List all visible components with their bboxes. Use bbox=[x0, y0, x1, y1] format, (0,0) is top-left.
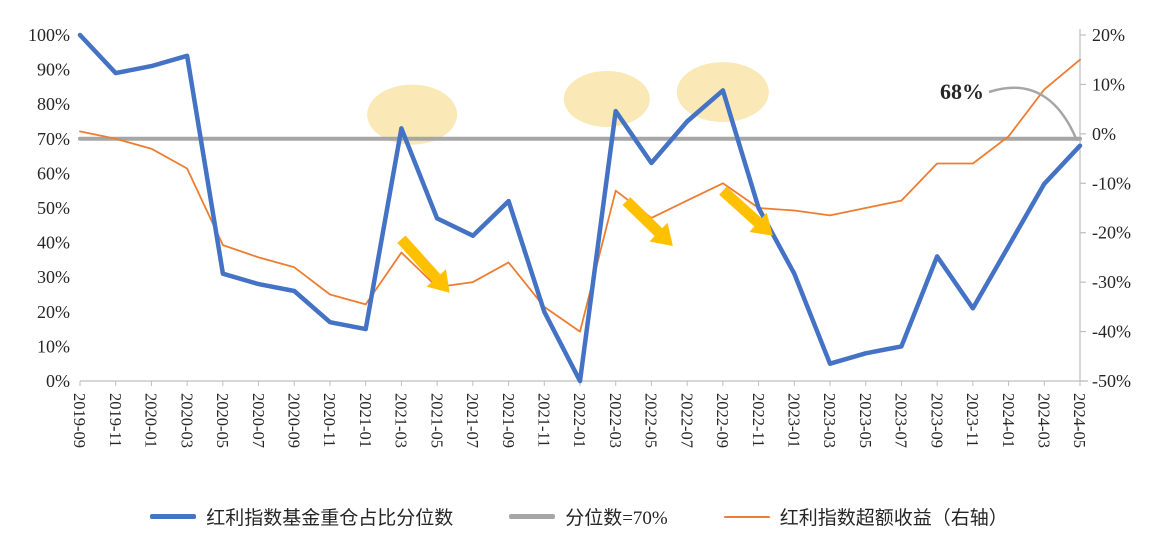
y-axis-left-label: 40% bbox=[37, 233, 70, 253]
x-axis-label: 2024-03 bbox=[1035, 393, 1054, 448]
x-axis-label: 2023-07 bbox=[892, 393, 911, 448]
y-axis-left-label: 60% bbox=[37, 163, 70, 183]
x-axis-label: 2021-07 bbox=[463, 393, 482, 448]
x-axis-label: 2023-11 bbox=[963, 393, 982, 447]
x-axis-label: 2022-03 bbox=[606, 393, 625, 448]
highlight-ellipse-0 bbox=[367, 84, 458, 145]
y-axis-left-label: 0% bbox=[46, 371, 70, 391]
x-axis-label: 2022-09 bbox=[713, 393, 732, 448]
y-axis-left-label: 100% bbox=[28, 25, 70, 45]
y-axis-right-label: -40% bbox=[1092, 322, 1131, 342]
annotation-value-label: 68% bbox=[940, 79, 984, 104]
annotation-leader-line bbox=[988, 86, 1079, 142]
legend-swatch-threshold-70 bbox=[509, 514, 556, 519]
chart-legend: 红利指数基金重仓占比分位数 分位数=70% 红利指数超额收益（右轴） bbox=[0, 503, 1158, 530]
x-axis-label: 2020-09 bbox=[285, 393, 304, 448]
down-arrow-0-shaft bbox=[397, 235, 441, 282]
down-arrow-2-head bbox=[749, 212, 773, 236]
y-axis-left-label: 10% bbox=[37, 336, 70, 356]
y-axis-left-label: 20% bbox=[37, 302, 70, 322]
highlight-ellipse-1 bbox=[563, 71, 650, 128]
x-axis-label: 2023-01 bbox=[785, 393, 804, 448]
y-axis-left-label: 30% bbox=[37, 267, 70, 287]
y-axis-right-label: -50% bbox=[1092, 371, 1131, 391]
down-arrow-1-head bbox=[649, 222, 673, 247]
legend-item-fund-percentile: 红利指数基金重仓占比分位数 bbox=[150, 503, 453, 530]
y-axis-left-label: 70% bbox=[37, 129, 70, 149]
x-axis-label: 2021-05 bbox=[427, 393, 446, 448]
y-axis-right-label: 10% bbox=[1092, 74, 1125, 94]
x-axis-label: 2023-09 bbox=[927, 393, 946, 448]
legend-swatch-excess-return bbox=[723, 515, 770, 518]
legend-swatch-fund-percentile bbox=[150, 514, 197, 519]
y-axis-left-label: 50% bbox=[37, 198, 70, 218]
y-axis-right-label: -10% bbox=[1092, 173, 1131, 193]
y-axis-left-label: 80% bbox=[37, 94, 70, 114]
series-line-fund-percentile bbox=[77, 32, 1083, 384]
legend-label-excess-return: 红利指数超额收益（右轴） bbox=[779, 508, 1008, 529]
y-axis-right-label: 0% bbox=[1092, 124, 1116, 144]
x-axis-label: 2022-05 bbox=[642, 393, 661, 448]
x-axis-label: 2019-09 bbox=[70, 393, 89, 448]
down-arrow-1-shaft bbox=[622, 197, 663, 237]
x-axis-label: 2021-01 bbox=[356, 393, 375, 448]
y-axis-right-label: 20% bbox=[1092, 25, 1125, 45]
x-axis-label: 2020-05 bbox=[213, 393, 232, 448]
x-axis-label: 2020-07 bbox=[249, 393, 268, 448]
x-axis-label: 2024-05 bbox=[1070, 393, 1089, 448]
line-chart-canvas: 0% 10% 20% 30% 40% 50% 60% 70% 80% 90% 100% -50% -40… bbox=[28, 25, 1131, 448]
x-axis-label: 2021-09 bbox=[499, 393, 518, 448]
x-axis-label: 2023-05 bbox=[856, 393, 875, 448]
down-arrow-0-head bbox=[426, 269, 450, 293]
x-axis-label: 2020-11 bbox=[320, 393, 339, 447]
x-axis-label: 2022-01 bbox=[570, 393, 589, 448]
x-axis-label: 2021-11 bbox=[535, 393, 554, 447]
y-axis-right-label: -30% bbox=[1092, 272, 1131, 292]
legend-label-fund-percentile: 红利指数基金重仓占比分位数 bbox=[206, 508, 454, 529]
x-axis-label: 2023-03 bbox=[820, 393, 839, 448]
x-axis-label: 2024-01 bbox=[999, 393, 1018, 448]
y-axis-left-label: 90% bbox=[37, 60, 70, 80]
x-axis-label: 2022-11 bbox=[749, 393, 768, 447]
y-axis-right-label: -20% bbox=[1092, 223, 1131, 243]
x-axis-label: 2020-03 bbox=[177, 393, 196, 448]
x-axis-label: 2020-01 bbox=[142, 393, 161, 448]
x-axis-label: 2022-07 bbox=[677, 393, 696, 448]
legend-item-threshold-70: 分位数=70% bbox=[509, 503, 668, 530]
x-axis-label: 2021-03 bbox=[392, 393, 411, 448]
x-axis-label: 2019-11 bbox=[106, 393, 125, 447]
legend-label-threshold-70: 分位数=70% bbox=[565, 508, 668, 529]
down-arrow-2-shaft bbox=[719, 186, 762, 227]
series-line-excess-return bbox=[79, 58, 1081, 333]
legend-item-excess-return: 红利指数超额收益（右轴） bbox=[723, 503, 1008, 530]
